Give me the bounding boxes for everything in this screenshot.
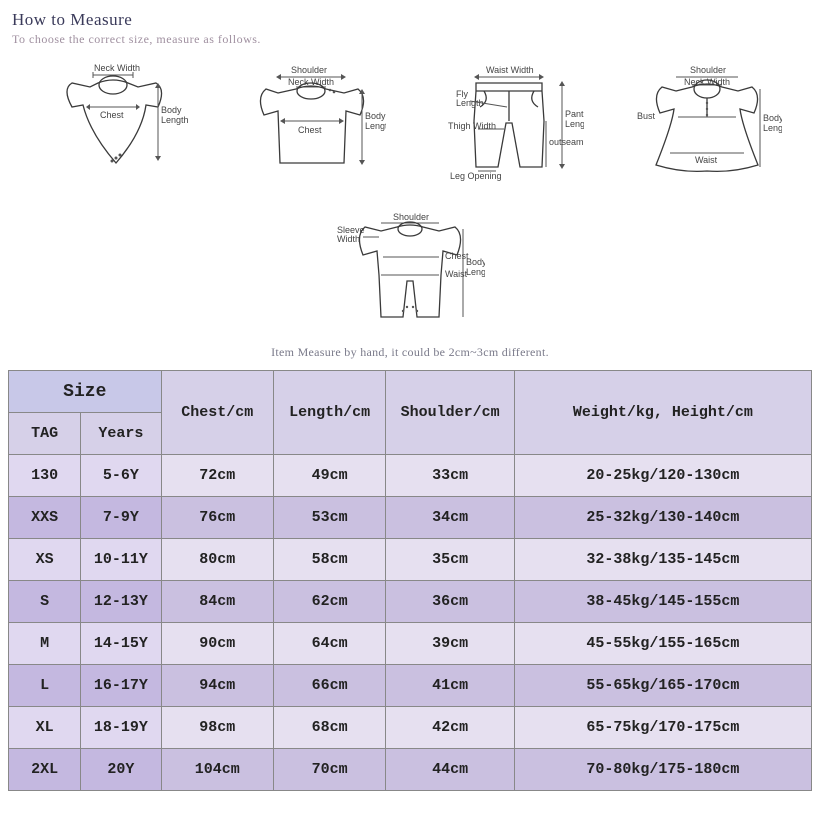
table-row: XS10-11Y80cm58cm35cm32-38kg/135-145cm	[9, 539, 812, 581]
cell-weight: 55-65kg/165-170cm	[514, 665, 811, 707]
cell-tag: XL	[9, 707, 81, 749]
cell-shoulder: 34cm	[386, 497, 514, 539]
cell-shoulder: 41cm	[386, 665, 514, 707]
svg-text:Body: Body	[365, 111, 386, 121]
cell-chest: 98cm	[161, 707, 273, 749]
cell-shoulder: 44cm	[386, 749, 514, 791]
cell-weight: 20-25kg/120-130cm	[514, 455, 811, 497]
shoulder-label: Shoulder	[291, 65, 327, 75]
cell-years: 14-15Y	[81, 623, 161, 665]
table-row: 2XL20Y104cm70cm44cm70-80kg/175-180cm	[9, 749, 812, 791]
cell-years: 12-13Y	[81, 581, 161, 623]
cell-shoulder: 36cm	[386, 581, 514, 623]
col-years: Years	[81, 413, 161, 455]
cell-length: 66cm	[273, 665, 385, 707]
svg-text:Length: Length	[466, 267, 485, 277]
cell-weight: 25-32kg/130-140cm	[514, 497, 811, 539]
cell-weight: 32-38kg/135-145cm	[514, 539, 811, 581]
svg-text:Length: Length	[365, 121, 386, 131]
cell-length: 70cm	[273, 749, 385, 791]
cell-years: 16-17Y	[81, 665, 161, 707]
cell-weight: 65-75kg/170-175cm	[514, 707, 811, 749]
svg-text:Pant: Pant	[565, 109, 584, 119]
cell-tag: 130	[9, 455, 81, 497]
svg-text:Length: Length	[763, 123, 782, 133]
cell-shoulder: 35cm	[386, 539, 514, 581]
cell-length: 58cm	[273, 539, 385, 581]
cell-shoulder: 39cm	[386, 623, 514, 665]
shirt-diagram: Shoulder Neck Width Chest Body Length	[236, 63, 386, 183]
size-header: Size	[9, 371, 162, 413]
table-row: XL18-19Y98cm68cm42cm65-75kg/170-175cm	[9, 707, 812, 749]
table-row: L16-17Y94cm66cm41cm55-65kg/165-170cm	[9, 665, 812, 707]
svg-text:Length: Length	[565, 119, 584, 129]
cell-tag: S	[9, 581, 81, 623]
measure-note: Item Measure by hand, it could be 2cm~3c…	[8, 345, 812, 360]
col-chest: Chest/cm	[161, 371, 273, 455]
col-tag: TAG	[9, 413, 81, 455]
cell-length: 64cm	[273, 623, 385, 665]
cell-chest: 80cm	[161, 539, 273, 581]
cell-weight: 38-45kg/145-155cm	[514, 581, 811, 623]
table-row: M14-15Y90cm64cm39cm45-55kg/155-165cm	[9, 623, 812, 665]
table-row: 1305-6Y72cm49cm33cm20-25kg/120-130cm	[9, 455, 812, 497]
cell-years: 20Y	[81, 749, 161, 791]
waist-width-label: Waist Width	[486, 65, 534, 75]
waist-label: Waist	[695, 155, 718, 165]
bust-label: Bust	[637, 111, 656, 121]
svg-text:Leg Opening: Leg Opening	[450, 171, 502, 181]
neck-width-label: Neck Width	[94, 63, 140, 73]
cell-length: 49cm	[273, 455, 385, 497]
cell-chest: 104cm	[161, 749, 273, 791]
svg-text:Body: Body	[466, 257, 485, 267]
cell-weight: 45-55kg/155-165cm	[514, 623, 811, 665]
dress-diagram: Shoulder Neck Width Bust Waist Body Leng…	[632, 63, 782, 183]
col-weight: Weight/kg, Height/cm	[514, 371, 811, 455]
page-subtitle: To choose the correct size, measure as f…	[12, 32, 808, 47]
cell-weight: 70-80kg/175-180cm	[514, 749, 811, 791]
table-row: S12-13Y84cm62cm36cm38-45kg/145-155cm	[9, 581, 812, 623]
cell-shoulder: 42cm	[386, 707, 514, 749]
neck-width-label-3: Neck Width	[684, 77, 730, 87]
svg-text:Length: Length	[161, 115, 188, 125]
cell-chest: 94cm	[161, 665, 273, 707]
cell-length: 53cm	[273, 497, 385, 539]
outseam-label: outseam	[549, 137, 584, 147]
table-row: XXS7-9Y76cm53cm34cm25-32kg/130-140cm	[9, 497, 812, 539]
header: How to Measure To choose the correct siz…	[8, 8, 812, 53]
col-length: Length/cm	[273, 371, 385, 455]
cell-chest: 84cm	[161, 581, 273, 623]
cell-chest: 76cm	[161, 497, 273, 539]
cell-tag: XS	[9, 539, 81, 581]
cell-years: 10-11Y	[81, 539, 161, 581]
cell-tag: 2XL	[9, 749, 81, 791]
size-table: Size Chest/cm Length/cm Shoulder/cm Weig…	[8, 370, 812, 791]
svg-text:Body: Body	[161, 105, 182, 115]
garment-diagrams: Neck Width Chest Body Length Shoulder Ne…	[8, 53, 812, 339]
cell-chest: 90cm	[161, 623, 273, 665]
chest-label: Chest	[100, 110, 124, 120]
chest-label-2: Chest	[298, 125, 322, 135]
shoulder-label-3: Shoulder	[393, 212, 429, 222]
cell-shoulder: 33cm	[386, 455, 514, 497]
col-shoulder: Shoulder/cm	[386, 371, 514, 455]
cell-tag: M	[9, 623, 81, 665]
cell-years: 7-9Y	[81, 497, 161, 539]
waist-label-2: Waist	[445, 269, 468, 279]
cell-tag: XXS	[9, 497, 81, 539]
svg-text:Width: Width	[337, 234, 360, 244]
pants-diagram: Waist Width Fly Length Thigh Width Leg O…	[434, 63, 584, 183]
onesie-diagram: Neck Width Chest Body Length	[38, 63, 188, 183]
cell-years: 18-19Y	[81, 707, 161, 749]
cell-years: 5-6Y	[81, 455, 161, 497]
cell-chest: 72cm	[161, 455, 273, 497]
svg-text:Thigh Width: Thigh Width	[448, 121, 496, 131]
cell-length: 68cm	[273, 707, 385, 749]
cell-length: 62cm	[273, 581, 385, 623]
cell-tag: L	[9, 665, 81, 707]
page-title: How to Measure	[12, 10, 808, 30]
svg-text:Body: Body	[763, 113, 782, 123]
jumpsuit-diagram: Shoulder Sleeve Width Chest Waist Body L…	[335, 211, 485, 331]
shoulder-label-2: Shoulder	[690, 65, 726, 75]
